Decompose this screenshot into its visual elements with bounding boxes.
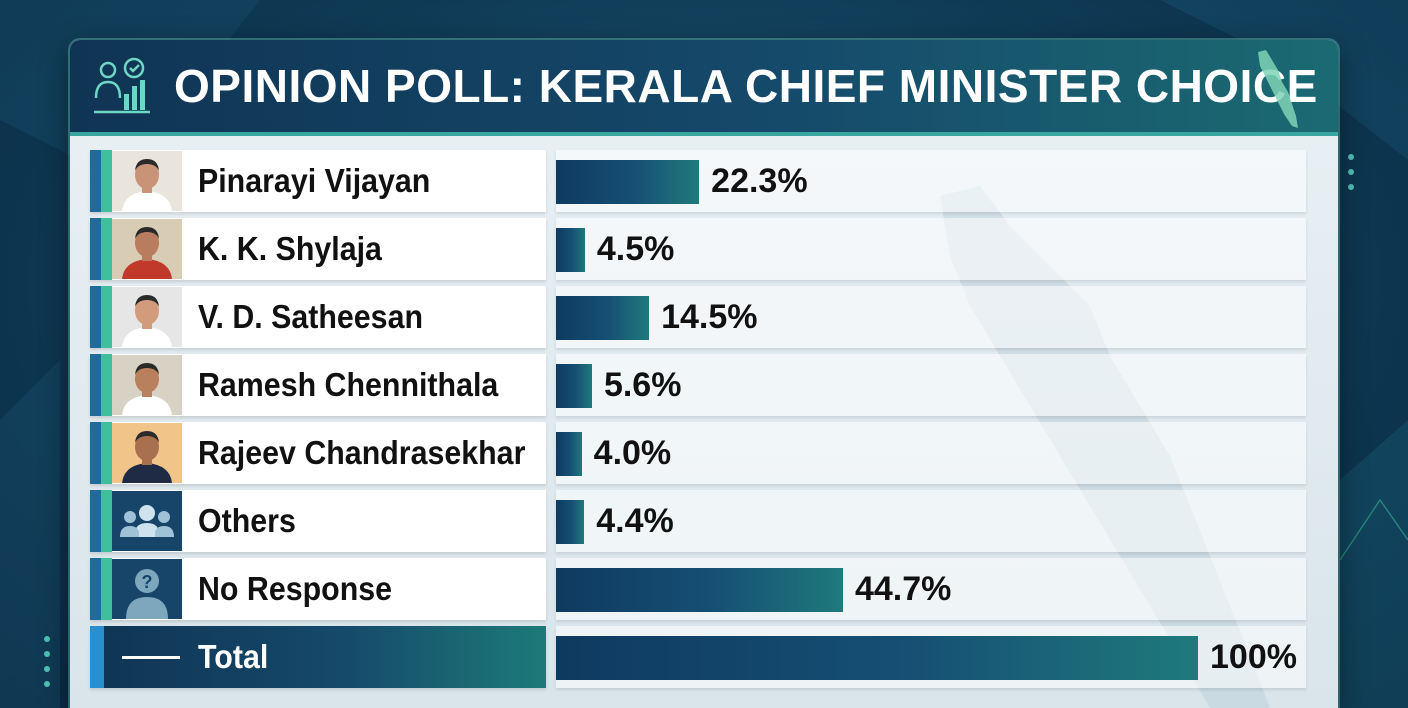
candidate-name: Pinarayi Vijayan [198, 162, 431, 199]
bar [556, 500, 585, 544]
label-cell: Ramesh Chennithala [90, 354, 546, 416]
poll-row: V. D. Satheesan 14.5% [90, 286, 1306, 348]
decorative-dots-left [44, 636, 50, 696]
poll-row: Rajeev Chandrasekhar 4.0% [90, 422, 1306, 484]
bar-track: 4.5% [556, 218, 1306, 280]
row-accent-stripe [90, 286, 112, 348]
poll-panel: OPINION POLL: KERALA CHIEF MINISTER CHOI… [70, 40, 1338, 708]
bar [556, 160, 700, 204]
row-accent-stripe [90, 490, 112, 552]
avatar [112, 219, 182, 279]
row-accent-stripe [90, 354, 112, 416]
label-cell: Pinarayi Vijayan [90, 150, 546, 212]
people-poll-chart-icon [94, 57, 150, 114]
question-person-icon: ? [112, 559, 182, 619]
row-accent-stripe [90, 218, 112, 280]
label-cell: Rajeev Chandrasekhar [90, 422, 546, 484]
chart-area: Pinarayi Vijayan 22.3% K. K. Shylaja 4.5% … [70, 136, 1338, 708]
row-accent-stripe [90, 626, 104, 688]
label-cell: ? No Response [90, 558, 546, 620]
bar [556, 228, 585, 272]
label-cell: Total [90, 626, 546, 688]
poll-row: Others 4.4% [90, 490, 1306, 552]
bar [556, 364, 592, 408]
avatar [112, 423, 182, 483]
bar [556, 636, 1198, 680]
bar-track: 4.4% [556, 490, 1306, 552]
header-bar: OPINION POLL: KERALA CHIEF MINISTER CHOI… [70, 40, 1338, 136]
candidate-name: Rajeev Chandrasekhar [198, 434, 526, 471]
poll-row: Ramesh Chennithala 5.6% [90, 354, 1306, 416]
group-icon [112, 491, 182, 551]
row-accent-stripe [90, 150, 112, 212]
svg-text:?: ? [142, 572, 153, 592]
label-cell: V. D. Satheesan [90, 286, 546, 348]
poll-row: ? No Response 44.7% [90, 558, 1306, 620]
bar-track: 22.3% [556, 150, 1306, 212]
candidate-name: No Response [198, 570, 393, 607]
avatar [112, 355, 182, 415]
bar-track: 4.0% [556, 422, 1306, 484]
bar-track: 100% [556, 626, 1306, 688]
bar-track: 44.7% [556, 558, 1306, 620]
candidate-name: V. D. Satheesan [198, 298, 424, 335]
label-cell: Others [90, 490, 546, 552]
data-label: 22.3% [711, 162, 808, 200]
data-label: 4.4% [596, 502, 674, 540]
dash-icon [122, 656, 180, 659]
bar-track: 14.5% [556, 286, 1306, 348]
decorative-dots-right [1348, 154, 1354, 199]
avatar [112, 151, 182, 211]
data-label: 100% [1210, 638, 1297, 676]
candidate-name: Total [198, 638, 269, 675]
total-row: Total 100% [90, 626, 1306, 688]
label-cell: K. K. Shylaja [90, 218, 546, 280]
poll-row: K. K. Shylaja 4.5% [90, 218, 1306, 280]
row-accent-stripe [90, 558, 112, 620]
bar-track: 5.6% [556, 354, 1306, 416]
data-label: 4.5% [596, 230, 675, 268]
data-label: 4.0% [593, 434, 672, 472]
data-label: 44.7% [854, 570, 952, 608]
data-label: 14.5% [661, 298, 758, 336]
kerala-map-icon [1258, 50, 1298, 128]
bar [556, 568, 843, 612]
poll-row: Pinarayi Vijayan 22.3% [90, 150, 1306, 212]
row-accent-stripe [90, 422, 112, 484]
candidate-name: Others [198, 502, 296, 539]
bar [556, 432, 582, 476]
data-label: 5.6% [603, 366, 682, 404]
page-title: OPINION POLL: KERALA CHIEF MINISTER CHOI… [174, 60, 1318, 112]
bar [556, 296, 650, 340]
candidate-name: K. K. Shylaja [198, 230, 382, 267]
avatar [112, 287, 182, 347]
candidate-name: Ramesh Chennithala [198, 366, 499, 403]
